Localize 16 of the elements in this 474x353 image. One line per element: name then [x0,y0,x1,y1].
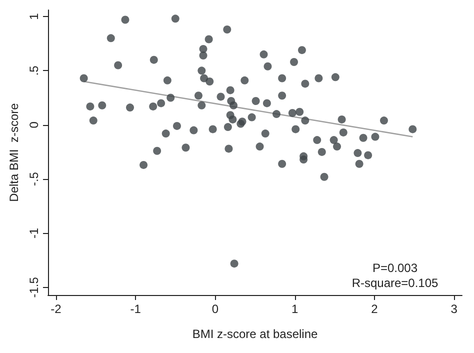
annotation: P=0.003 [372,261,418,275]
y-tick-label: 1 [27,12,41,20]
y-tick-label: -1 [27,228,41,239]
x-axis-title: BMI z-score at baseline [192,327,318,341]
x-tick-label: 3 [450,302,458,316]
y-tick-label: -.5 [27,172,41,186]
x-tick-label: 0 [212,302,219,316]
y-tick-label: -1.5 [27,276,41,298]
x-tick-label: -2 [50,302,62,316]
y-axis-title: Delta BMI z-score [7,102,21,202]
x-tick-label: 2 [371,302,378,316]
annotation: R-square=0.105 [352,276,439,290]
y-tick-label: .5 [27,65,41,76]
x-tick-label: -1 [130,302,142,316]
x-tick-label: 1 [291,302,298,316]
y-tick-label: 0 [27,121,41,128]
